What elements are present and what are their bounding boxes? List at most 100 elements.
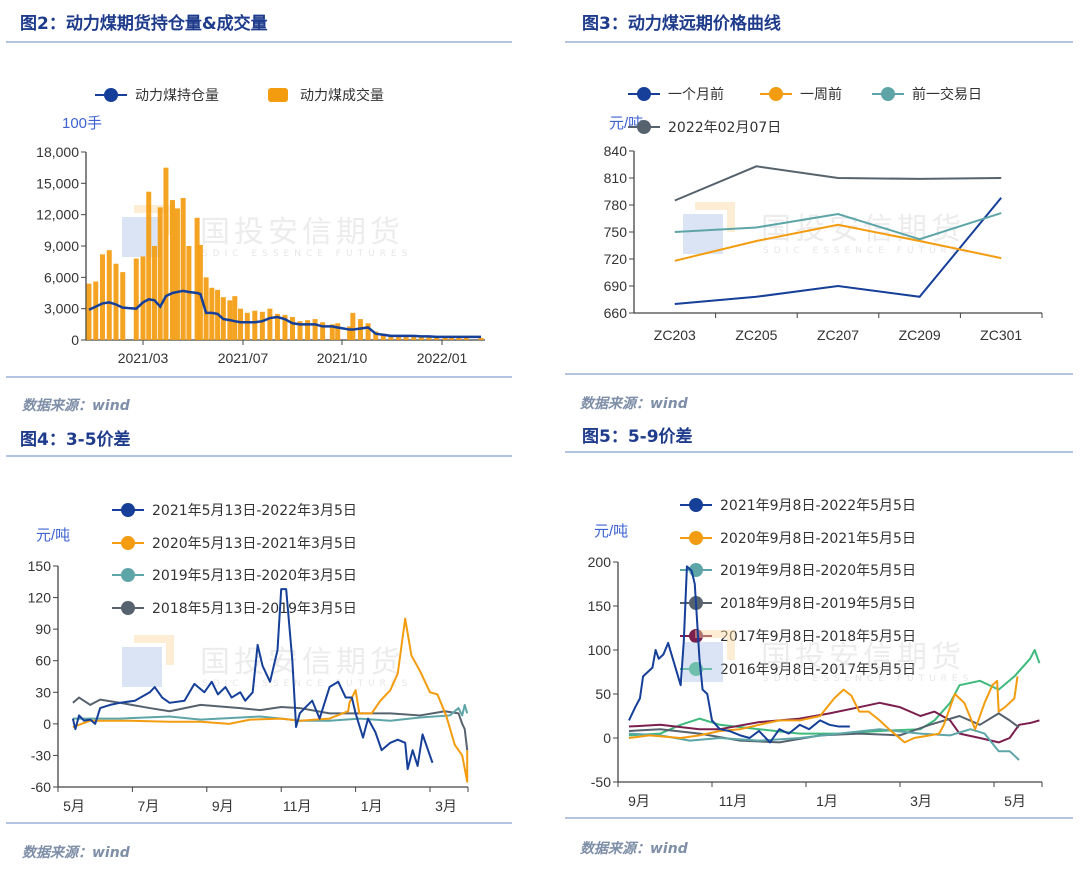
series-line (72, 696, 469, 751)
fig2-legend-item-volume: 动力煤成交量 (268, 85, 384, 105)
volume-bar (365, 323, 371, 340)
series-line (674, 212, 1002, 241)
x-tick-label: 2021/03 (118, 350, 169, 366)
legend-label: 2017年9月8日-2018年5月5日 (720, 628, 916, 645)
x-tick-label: 3月 (910, 793, 932, 809)
legend-item: 2020年9月8日-2021年5月5日 (680, 528, 916, 548)
y-tick-label: 0 (43, 716, 51, 732)
y-tick-label: 200 (588, 554, 612, 570)
x-tick-label: ZC301 (980, 327, 1022, 343)
fig2-source: 数据来源：wind (22, 398, 130, 414)
legend-item: 2018年5月13日-2019年3月5日 (112, 598, 357, 618)
series-line (628, 676, 1019, 744)
x-tick-label: 5月 (63, 798, 85, 814)
fig3-title: 图3：动力煤远期价格曲线 (582, 14, 781, 34)
volume-bar (244, 312, 250, 340)
y-tick-label: 90 (35, 621, 51, 637)
volume-bar (350, 312, 356, 340)
y-tick-label: 840 (604, 143, 628, 159)
fig4-top-rule (6, 455, 512, 457)
legend-item: 2021年5月13日-2022年3月5日 (112, 500, 357, 520)
volume-bar (274, 313, 280, 340)
legend-line-marker-icon (680, 530, 712, 545)
series-line (628, 728, 1020, 761)
legend-label: 2016年9月8日-2017年5月5日 (720, 661, 916, 678)
volume-bar (238, 308, 244, 340)
y-tick-label: 690 (604, 278, 628, 294)
x-tick-label: 1月 (816, 793, 838, 809)
legend-line-marker-icon (95, 88, 127, 102)
legend-label: 2018年9月8日-2019年5月5日 (720, 596, 916, 613)
legend-label: 2021年9月8日-2022年5月5日 (720, 498, 916, 514)
x-tick-label: 11月 (283, 798, 312, 814)
volume-bar (329, 324, 335, 340)
watermark-subtext: SDIC ESSENCE FUTURES (202, 679, 413, 689)
y-tick-label: 810 (604, 170, 628, 186)
legend-item: 2020年5月13日-2021年3月5日 (112, 533, 357, 553)
volume-bar (170, 200, 176, 340)
watermark-logo-icon (122, 635, 174, 687)
volume-bar (93, 281, 99, 340)
y-tick-label: 780 (604, 197, 628, 213)
y-tick-label: 30 (35, 684, 51, 700)
fig4-bottom-rule (6, 822, 512, 824)
fig2-bottom-rule (6, 376, 512, 378)
legend-item: 2021年9月8日-2022年5月5日 (680, 495, 916, 515)
y-tick-label: 50 (595, 686, 611, 702)
legend-label: 2019年5月13日-2020年3月5日 (152, 568, 357, 584)
series-line (72, 703, 469, 722)
x-tick-label: 11月 (719, 793, 748, 809)
legend-line-marker-icon (680, 498, 712, 512)
x-tick-label: 7月 (138, 798, 160, 814)
fig3-legend-item: 一个月前 (628, 84, 724, 104)
x-tick-label: 9月 (628, 793, 650, 809)
volume-bar (380, 333, 386, 340)
watermark-text: 国投安信期货 (200, 215, 404, 250)
y-tick-label: 0 (71, 332, 79, 348)
legend-line-marker-icon (628, 120, 660, 134)
y-tick-label: 12,000 (36, 207, 79, 223)
volume-bar (434, 336, 440, 340)
watermark-subtext: SDIC ESSENCE FUTURES (202, 249, 413, 259)
volume-bar (347, 326, 353, 340)
x-tick-label: 1月 (361, 798, 383, 814)
fig4-title: 图4：3-5价差 (20, 430, 131, 450)
volume-bar (267, 308, 273, 340)
legend-label: 一个月前 (668, 87, 724, 103)
y-tick-label: 6,000 (44, 269, 79, 285)
legend-line-marker-icon (760, 87, 792, 101)
x-tick-label: ZC203 (654, 327, 696, 343)
x-tick-label: ZC207 (817, 327, 859, 343)
legend-label: 2022年02月07日 (668, 120, 782, 136)
open-interest-line (88, 289, 481, 339)
volume-bar (448, 337, 454, 340)
legend-line-marker-icon (680, 628, 712, 643)
fig5-y-unit: 元/吨 (594, 523, 629, 540)
fig3-legend-item: 2022年02月07日 (628, 117, 781, 137)
volume-bar (478, 337, 484, 340)
watermark-logo-icon (683, 630, 735, 682)
volume-bar (174, 208, 180, 340)
volume-bar (120, 272, 126, 340)
y-tick-label: 150 (28, 558, 52, 574)
legend-label: 一周前 (800, 87, 842, 103)
y-tick-label: 100 (588, 642, 612, 658)
x-tick-label: ZC205 (735, 327, 777, 343)
volume-bar (297, 321, 303, 340)
watermark-subtext: SDIC ESSENCE FUTURES (763, 674, 974, 684)
x-tick-label: 9月 (212, 798, 234, 814)
fig3-bottom-rule (565, 373, 1073, 375)
fig3-top-rule (565, 41, 1073, 43)
y-tick-label: 150 (588, 598, 612, 614)
volume-bar (113, 263, 119, 340)
y-tick-label: 0 (603, 730, 611, 746)
legend-line-marker-icon (872, 87, 904, 101)
legend-item: 2017年9月8日-2018年5月5日 (680, 626, 916, 646)
series-line (628, 649, 1041, 737)
y-tick-label: -50 (591, 774, 611, 790)
x-tick-label: 5月 (1004, 793, 1026, 809)
volume-bar (163, 167, 169, 340)
volume-bar (197, 244, 203, 340)
y-tick-label: 660 (604, 305, 628, 321)
